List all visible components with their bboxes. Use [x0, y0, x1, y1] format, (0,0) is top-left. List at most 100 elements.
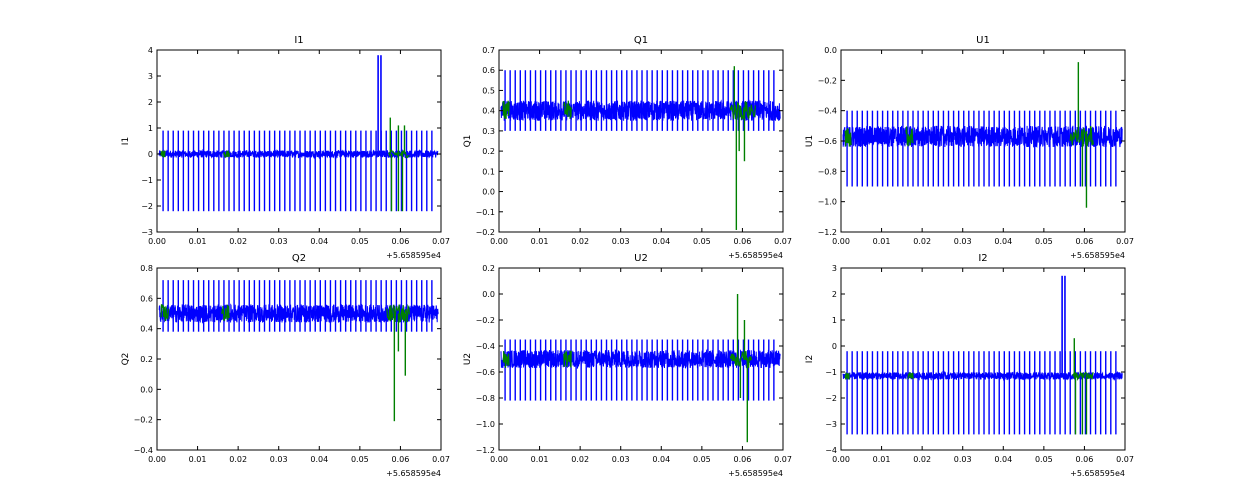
x-tick-label: 0.05 — [351, 455, 369, 464]
x-tick-label: 0.06 — [392, 237, 410, 246]
x-tick-label: 0.05 — [351, 237, 369, 246]
x-tick-label: 0.05 — [693, 455, 711, 464]
green-segment — [223, 150, 230, 158]
y-tick-label: −0.2 — [134, 416, 153, 425]
y-tick-label: 0.2 — [140, 355, 153, 364]
y-tick-label: 0 — [832, 342, 837, 351]
y-tick-label: −1.2 — [818, 228, 837, 237]
y-tick-label: 0.5 — [482, 86, 495, 95]
x-tick-label: 0.04 — [310, 237, 328, 246]
chart-title: U1 — [976, 35, 990, 46]
green-segment — [160, 303, 169, 322]
x-tick-label: 0.03 — [612, 455, 630, 464]
y-tick-label: −1.0 — [818, 198, 837, 207]
y-tick-label: 3 — [148, 72, 153, 81]
y-tick-label: 0.0 — [482, 290, 495, 299]
chart-title: I2 — [978, 253, 987, 264]
x-tick-label: 0.07 — [774, 455, 792, 464]
y-axis-label: I1 — [121, 137, 131, 145]
x-offset-label: +5.658595e4 — [728, 469, 783, 478]
y-tick-label: −1 — [141, 176, 153, 185]
y-tick-label: 0.4 — [482, 107, 495, 116]
x-tick-label: 0.02 — [571, 237, 589, 246]
y-tick-label: 0.0 — [824, 46, 837, 55]
x-tick-label: 0.06 — [734, 237, 752, 246]
y-tick-label: −0.2 — [818, 76, 837, 85]
x-offset-label: +5.658595e4 — [1070, 251, 1125, 260]
y-tick-label: 0.0 — [482, 188, 495, 197]
y-axis-label: U1 — [805, 135, 815, 147]
x-offset-label: +5.658595e4 — [728, 251, 783, 260]
y-tick-label: −0.4 — [818, 107, 837, 116]
y-axis-label: Q1 — [463, 135, 473, 148]
x-tick-label: 0.02 — [571, 455, 589, 464]
y-tick-label: −4 — [825, 446, 837, 455]
subplot-q2: 0.00 0.01 0.02 0.03 0.04 0.05 0.06 0.07 −0.4 −0.2… — [121, 253, 450, 478]
green-segment — [907, 371, 914, 380]
x-tick-label: 0.05 — [1035, 455, 1053, 464]
x-tick-label: 0.05 — [1035, 237, 1053, 246]
x-tick-label: 0.04 — [652, 237, 670, 246]
x-offset-label: +5.658595e4 — [1070, 469, 1125, 478]
y-tick-label: 0 — [148, 150, 153, 159]
green-segment — [160, 150, 166, 158]
x-tick-label: 0.01 — [189, 237, 207, 246]
y-tick-label: 0.2 — [482, 264, 495, 273]
y-tick-label: −0.4 — [134, 446, 153, 455]
axes-frame — [840, 267, 1126, 451]
axes-frame — [156, 49, 442, 233]
x-tick-label: 0.00 — [490, 455, 508, 464]
axes-frame — [498, 267, 784, 451]
y-tick-label: −0.6 — [476, 368, 495, 377]
green-segment — [1069, 126, 1094, 147]
y-tick-label: −1 — [825, 368, 837, 377]
y-tick-label: 0.1 — [482, 167, 495, 176]
y-tick-label: 2 — [148, 98, 153, 107]
green-segment — [563, 350, 572, 368]
y-axis-label: U2 — [463, 353, 473, 365]
x-tick-label: 0.03 — [270, 455, 288, 464]
x-tick-label: 0.01 — [189, 455, 207, 464]
y-tick-label: −0.2 — [476, 316, 495, 325]
x-offset-label: +5.658595e4 — [386, 251, 441, 260]
y-tick-label: −0.6 — [818, 137, 837, 146]
x-tick-label: 0.03 — [270, 237, 288, 246]
x-tick-label: 0.01 — [531, 237, 549, 246]
x-tick-label: 0.04 — [652, 455, 670, 464]
x-tick-label: 0.03 — [954, 237, 972, 246]
axes-frame — [498, 49, 784, 233]
chart-title: Q1 — [634, 35, 648, 46]
y-tick-label: 2 — [832, 290, 837, 299]
x-tick-label: 0.02 — [229, 237, 247, 246]
subplot-i1: 0.00 0.01 0.02 0.03 0.04 0.05 0.06 0.07 −3 −2 −1 0 1… — [121, 35, 450, 260]
x-tick-label: 0.06 — [1076, 455, 1094, 464]
y-tick-label: −0.4 — [476, 342, 495, 351]
y-tick-label: 1 — [148, 124, 153, 133]
y-tick-label: 0.4 — [140, 325, 153, 334]
x-tick-label: 0.04 — [310, 455, 328, 464]
x-tick-label: 0.04 — [994, 455, 1012, 464]
x-offset-label: +5.658595e4 — [386, 469, 441, 478]
chart-title: I1 — [294, 35, 303, 46]
x-tick-label: 0.03 — [954, 455, 972, 464]
x-tick-label: 0.07 — [432, 455, 450, 464]
y-tick-label: 0.8 — [140, 264, 153, 273]
y-tick-label: −2 — [141, 202, 153, 211]
x-tick-label: 0.06 — [1076, 237, 1094, 246]
y-tick-label: −1.2 — [476, 446, 495, 455]
x-tick-label: 0.00 — [832, 455, 850, 464]
y-tick-label: −0.1 — [476, 208, 495, 217]
green-segment — [386, 303, 410, 323]
subplot-u1: 0.00 0.01 0.02 0.03 0.04 0.05 0.06 0.07 −1.2 −1.0… — [805, 35, 1134, 260]
y-tick-label: −3 — [141, 228, 153, 237]
x-tick-label: 0.01 — [531, 455, 549, 464]
x-tick-label: 0.07 — [432, 237, 450, 246]
subplot-i2: 0.00 0.01 0.02 0.03 0.04 0.05 0.06 0.07 −4 −3 −2 −1… — [805, 253, 1134, 478]
y-tick-label: 3 — [832, 264, 837, 273]
x-tick-label: 0.06 — [734, 455, 752, 464]
x-tick-label: 0.05 — [693, 237, 711, 246]
green-segment — [905, 126, 914, 147]
subplot-q1: 0.00 0.01 0.02 0.03 0.04 0.05 0.06 0.07 −0.2 −0.1… — [463, 35, 792, 260]
green-segment — [563, 100, 572, 119]
